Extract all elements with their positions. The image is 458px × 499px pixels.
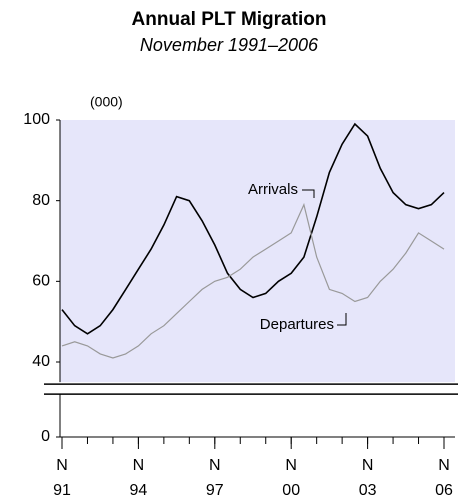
series-line	[61, 122, 445, 335]
plot-background	[60, 120, 455, 383]
x-tick-label: 94	[130, 482, 148, 499]
series-label: Departures	[260, 316, 334, 333]
y-tick-label: 0	[41, 428, 50, 445]
y-tick-label: 100	[23, 111, 50, 128]
x-tick-label: 06	[435, 482, 453, 499]
x-tick-label: 97	[206, 482, 224, 499]
x-tick-label: N	[56, 457, 68, 474]
leader-line	[302, 189, 315, 198]
x-tick-label: 03	[359, 482, 377, 499]
x-tick-label: 00	[282, 482, 300, 499]
x-tick-label: N	[209, 457, 221, 474]
series-label: Arrivals	[248, 181, 298, 198]
chart-title: Annual PLT Migration	[132, 9, 327, 30]
x-tick-label: 91	[53, 482, 71, 499]
leader-line	[337, 313, 347, 326]
y-unit-label: (000)	[90, 94, 123, 110]
series-line	[61, 202, 445, 359]
x-tick-label: N	[362, 457, 374, 474]
y-tick-label: 60	[32, 273, 50, 290]
x-tick-label: N	[133, 457, 145, 474]
x-tick-label: N	[285, 457, 297, 474]
y-tick-label: 40	[32, 353, 50, 370]
x-tick-label: N	[438, 457, 450, 474]
chart-subtitle: November 1991–2006	[140, 35, 319, 55]
y-tick-label: 80	[32, 192, 50, 209]
